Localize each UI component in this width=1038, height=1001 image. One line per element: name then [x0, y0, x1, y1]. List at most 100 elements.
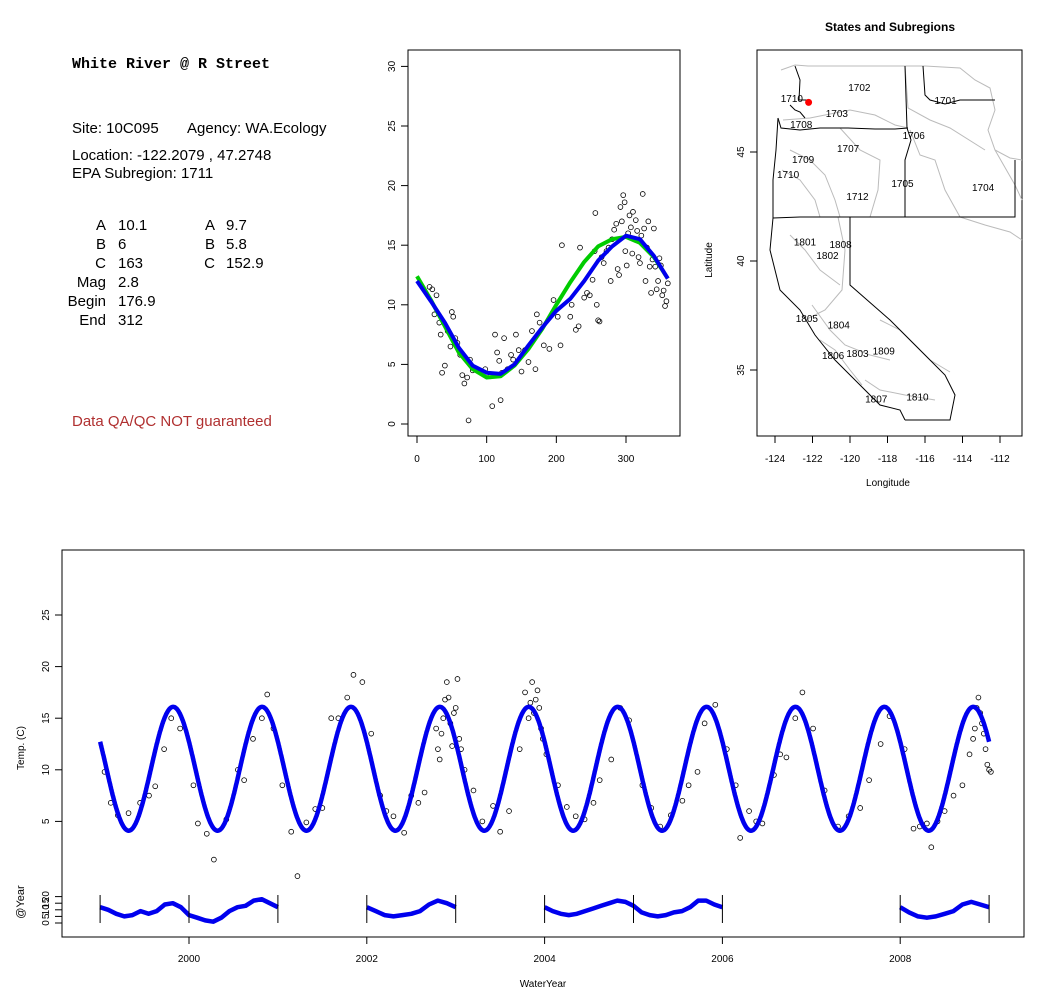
season-point — [595, 317, 601, 324]
season-point — [637, 260, 643, 266]
season-point — [639, 191, 646, 197]
coef-value-c: 163 — [118, 255, 144, 272]
map-x-tick-label: -112 — [990, 454, 1010, 465]
region-label: 1705 — [891, 179, 914, 190]
season-point — [439, 369, 445, 376]
region-label: 1802 — [816, 251, 839, 262]
ts-point — [359, 679, 366, 685]
season-point — [632, 217, 639, 223]
season-point — [464, 374, 470, 381]
ts-point — [152, 783, 159, 790]
season-point — [616, 272, 622, 278]
ts-point — [959, 782, 966, 789]
year-y-tick-label: 0 — [41, 920, 52, 926]
season-x-tick-label: 0 — [414, 454, 420, 465]
season-y-tick-label: 20 — [387, 180, 398, 192]
season-point — [554, 313, 561, 320]
season-x-tick-label: 200 — [548, 454, 565, 465]
season-point — [581, 294, 588, 301]
season-y-tick-label: 15 — [387, 239, 398, 251]
year-y-label: @Year — [15, 885, 27, 919]
ts-point — [161, 746, 167, 752]
ts-point — [950, 792, 957, 799]
season-point — [596, 318, 603, 325]
map-x-tick-label: -116 — [915, 454, 935, 465]
ts-point — [572, 813, 579, 820]
season-point — [619, 218, 625, 225]
region-label: 1801 — [794, 238, 817, 249]
region-label: 1803 — [846, 349, 869, 360]
ts-point — [449, 743, 455, 749]
season-point — [437, 331, 444, 338]
ts-point — [746, 808, 752, 814]
season-point — [567, 313, 574, 320]
season-point — [494, 349, 500, 356]
ts-point — [368, 730, 375, 737]
region-label: 1702 — [848, 83, 871, 94]
season-point — [660, 287, 667, 294]
season-fit-green-line — [415, 234, 670, 380]
ts-point — [608, 756, 615, 763]
ts-point — [590, 800, 597, 806]
temp-y-tick-label: 25 — [41, 609, 52, 621]
season-point — [501, 335, 507, 341]
ts-point — [525, 715, 532, 721]
ts-point — [516, 746, 523, 752]
season-point — [620, 192, 627, 198]
ts-point — [737, 835, 743, 841]
ts-point — [679, 797, 686, 804]
ts-point — [440, 715, 447, 721]
season-point — [629, 250, 636, 257]
season-point — [515, 347, 522, 353]
season-point — [630, 209, 636, 215]
location: Location: -122.2079 , 47.2748 — [72, 147, 272, 164]
season-point — [573, 327, 579, 333]
season-point — [641, 225, 647, 232]
ts-point — [564, 804, 570, 810]
agency: Agency: WA.Ecology — [187, 120, 327, 137]
ts-point — [685, 782, 692, 789]
ts-x-tick-label: 2000 — [178, 954, 201, 965]
ts-point — [328, 715, 335, 721]
ts-point — [303, 819, 310, 826]
year-curve — [365, 898, 457, 919]
ts-point — [259, 715, 265, 721]
year-y-tick-label: 5 — [41, 913, 52, 919]
season-point — [663, 298, 670, 305]
ts-point — [866, 777, 872, 783]
site-marker — [805, 98, 813, 106]
ts-point — [264, 691, 271, 698]
state-borders — [769, 65, 1016, 421]
map-x-tick-label: -120 — [840, 454, 860, 465]
season-point — [532, 366, 539, 372]
map-y-label: Latitude — [704, 242, 715, 278]
site-id: Site: 10C095 — [72, 120, 159, 137]
ts-point — [966, 751, 973, 758]
ts-point — [452, 705, 459, 711]
season-point — [529, 328, 535, 334]
epa-subregion: EPA Subregion: 1711 — [72, 165, 214, 182]
season-point — [662, 303, 668, 309]
season-y-tick-label: 5 — [387, 361, 398, 367]
region-label: 1807 — [865, 395, 888, 406]
coef2-label-c: C — [204, 255, 215, 272]
temp-y-label: Temp. (C) — [16, 726, 27, 770]
coef-label-begin: Begin — [67, 293, 106, 310]
ts-point — [596, 777, 603, 783]
season-point — [489, 403, 496, 409]
season-fit-blue-line — [415, 233, 670, 376]
temp-y-tick-label: 10 — [41, 764, 52, 776]
region-label: 1810 — [906, 393, 929, 404]
ts-point — [288, 828, 295, 835]
coef-label-a: A — [95, 217, 106, 234]
season-point — [497, 397, 504, 403]
qa-disclaimer: Data QA/QC NOT guaranteed — [72, 413, 272, 430]
annual-fit-line — [97, 704, 992, 833]
season-point — [642, 278, 649, 284]
coef-label-c: C — [95, 255, 106, 272]
season-point — [607, 278, 614, 284]
coef2-label-a: A — [204, 217, 215, 234]
coef-value-mag: 2.8 — [118, 274, 139, 291]
ts-point — [445, 694, 452, 701]
region-label: 1712 — [846, 192, 869, 203]
